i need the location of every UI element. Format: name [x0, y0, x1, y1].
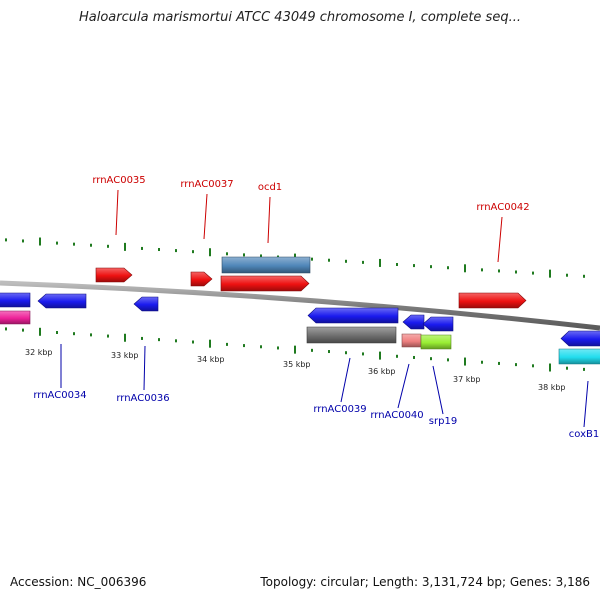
- kbp-label: 38 kbp: [538, 383, 566, 392]
- gene-arrow-ocd1-feature[interactable]: [221, 256, 311, 274]
- leader-line: [340, 357, 351, 403]
- accession-label: Accession: NC_006396: [10, 575, 147, 589]
- gene-arrow-srp19[interactable]: [422, 316, 454, 332]
- gene-arrow-rrnAC0039[interactable]: [307, 307, 399, 324]
- chromosome-backbone: [0, 280, 600, 331]
- gene-arrow-rrnAC0039-feature[interactable]: [306, 326, 397, 344]
- kbp-label: 33 kbp: [111, 351, 139, 360]
- gene-label-rrnAC0036[interactable]: rrnAC0036: [116, 393, 169, 404]
- gene-labels: rrnAC0034 rrnAC0035 rrnAC0036 rrnAC0037 ocd1…: [33, 175, 599, 440]
- gene-label-rrnAC0037[interactable]: rrnAC0037: [180, 179, 233, 190]
- leader-line: [583, 380, 589, 428]
- leader-line: [267, 196, 271, 244]
- tick-marks: [5, 237, 585, 372]
- gene-label-rrnAC0042[interactable]: rrnAC0042: [476, 202, 529, 213]
- kbp-label: 35 kbp: [283, 360, 311, 369]
- leader-line: [203, 193, 208, 240]
- gene-arrow-rrnAC0034[interactable]: [37, 293, 87, 309]
- kbp-scale-labels: 32 kbp 33 kbp 34 kbp 35 kbp 36 kbp 37 kbp 38 k…: [25, 348, 566, 392]
- leader-line: [397, 363, 410, 409]
- kbp-label: 32 kbp: [25, 348, 53, 357]
- gene-arrow-rrnAC0040-feature[interactable]: [401, 333, 422, 348]
- gene-arrow-rrnAC0040[interactable]: [402, 314, 425, 330]
- gene-label-rrnAC0034[interactable]: rrnAC0034: [33, 390, 86, 401]
- kbp-label: 34 kbp: [197, 355, 225, 364]
- gene-arrow-rrnAC0042[interactable]: [458, 292, 527, 309]
- leader-line: [497, 216, 503, 263]
- gene-arrow-coxB1[interactable]: [560, 330, 600, 347]
- gene-label-srp19[interactable]: srp19: [429, 416, 457, 427]
- gene-arrow-ocd1[interactable]: [220, 275, 310, 292]
- gene-arrow-rrnAC0037[interactable]: [190, 271, 213, 287]
- gene-label-rrnAC0035[interactable]: rrnAC0035: [92, 175, 145, 186]
- gene-arrow-coxB1-feature[interactable]: [558, 348, 600, 365]
- kbp-label: 36 kbp: [368, 367, 396, 376]
- gene-label-ocd1[interactable]: ocd1: [258, 182, 282, 193]
- kbp-label: 37 kbp: [453, 375, 481, 384]
- gene-arrow-rrnAC0035[interactable]: [95, 267, 133, 283]
- gene-label-rrnAC0040[interactable]: rrnAC0040: [370, 410, 423, 421]
- gene-label-coxB1[interactable]: coxB1: [569, 429, 599, 440]
- leader-line: [432, 365, 444, 415]
- genome-stats-label: Topology: circular; Length: 3,131,724 bp…: [260, 575, 590, 589]
- leader-line: [115, 189, 119, 236]
- map-title: Haloarcula marismortui ATCC 43049 chromo…: [79, 10, 521, 25]
- leader-line: [143, 345, 146, 391]
- gene-arrow-g-left-pink[interactable]: [0, 310, 31, 325]
- gene-arrow-srp19-feature[interactable]: [420, 334, 452, 350]
- gene-features: [0, 256, 600, 365]
- gene-label-rrnAC0039[interactable]: rrnAC0039: [313, 404, 366, 415]
- gene-arrow-g-left-blue[interactable]: [0, 292, 31, 308]
- gene-arrow-rrnAC0036[interactable]: [133, 296, 159, 312]
